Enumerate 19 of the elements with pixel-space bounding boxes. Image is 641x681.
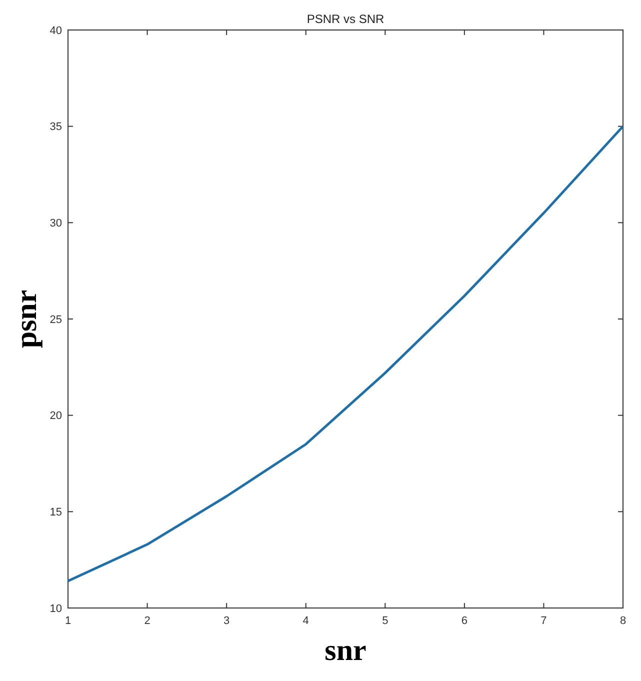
chart-title: PSNR vs SNR <box>306 12 385 26</box>
x-tick-label: 4 <box>302 615 309 627</box>
y-tick-label: 20 <box>50 410 62 422</box>
x-tick-label: 8 <box>620 615 626 627</box>
x-axis-title: snr <box>324 634 366 667</box>
x-tick-label: 5 <box>382 615 388 627</box>
y-tick-label: 30 <box>50 218 62 230</box>
x-tick-label: 3 <box>224 615 230 627</box>
y-tick-label: 15 <box>50 506 62 519</box>
x-tick-label: 7 <box>540 615 547 627</box>
x-tick-label: 6 <box>461 615 468 627</box>
x-tick-label: 2 <box>144 615 150 627</box>
line-series <box>66 125 624 582</box>
y-axis-title: psnr <box>10 290 43 348</box>
x-tick-label: 1 <box>64 615 72 627</box>
y-tick-label: 40 <box>50 24 62 37</box>
y-tick-label: 25 <box>50 314 62 326</box>
y-tick-label: 10 <box>50 602 62 615</box>
y-tick-label: 35 <box>50 121 62 134</box>
